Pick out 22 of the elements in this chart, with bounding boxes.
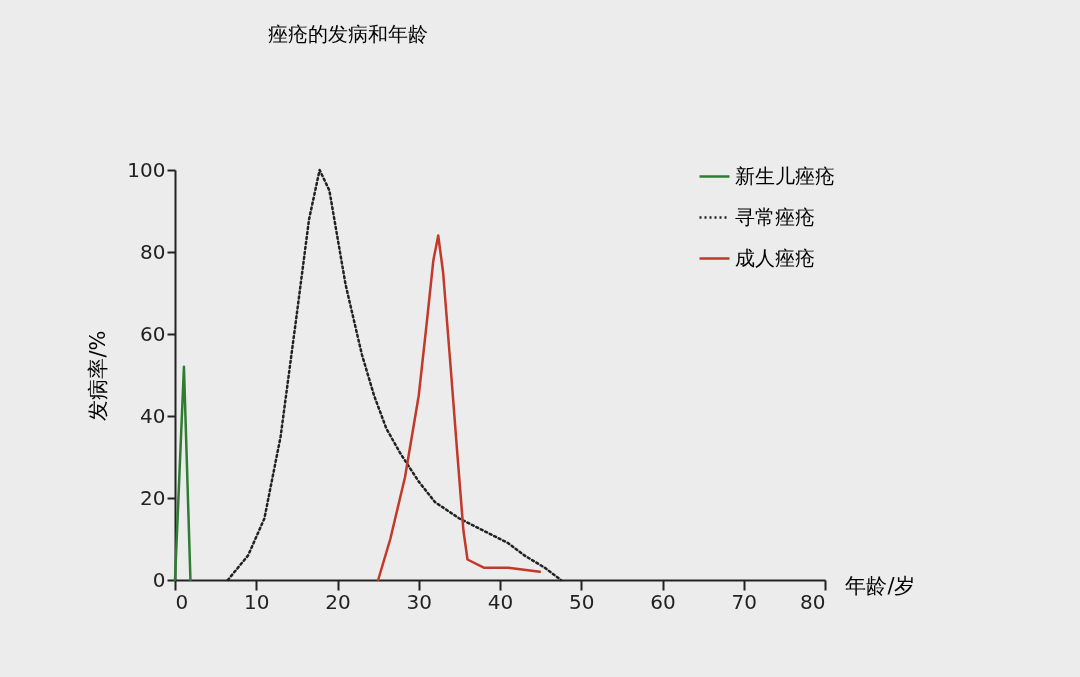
x-axis-title: 年龄/岁 bbox=[845, 573, 916, 598]
legend-label: 新生儿痤疮 bbox=[735, 163, 835, 188]
legend-label: 成人痤疮 bbox=[735, 245, 815, 270]
y-tick-label: 80 bbox=[140, 239, 166, 264]
x-tick-label: 70 bbox=[731, 589, 757, 614]
legend-label: 寻常痤疮 bbox=[735, 204, 815, 229]
y-tick-label: 100 bbox=[127, 157, 166, 182]
x-tick-label: 50 bbox=[569, 589, 595, 614]
y-tick-label: 0 bbox=[152, 567, 166, 592]
line-series bbox=[376, 234, 542, 582]
x-tick-label: 60 bbox=[650, 589, 676, 614]
chart-title: 痤疮的发病和年龄 bbox=[267, 22, 428, 46]
y-tick-label: 60 bbox=[140, 321, 166, 346]
x-tick-label: 20 bbox=[325, 589, 351, 614]
y-axis-title: 发病率/% bbox=[86, 330, 111, 421]
x-tick-label: 10 bbox=[244, 589, 270, 614]
x-tick-label: 30 bbox=[406, 589, 432, 614]
x-tick-label: 0 bbox=[175, 589, 189, 614]
y-tick-label: 20 bbox=[140, 485, 166, 510]
y-tick-label: 40 bbox=[140, 403, 166, 428]
x-tick-label: 80 bbox=[800, 589, 826, 614]
x-tick-label: 40 bbox=[487, 589, 514, 614]
